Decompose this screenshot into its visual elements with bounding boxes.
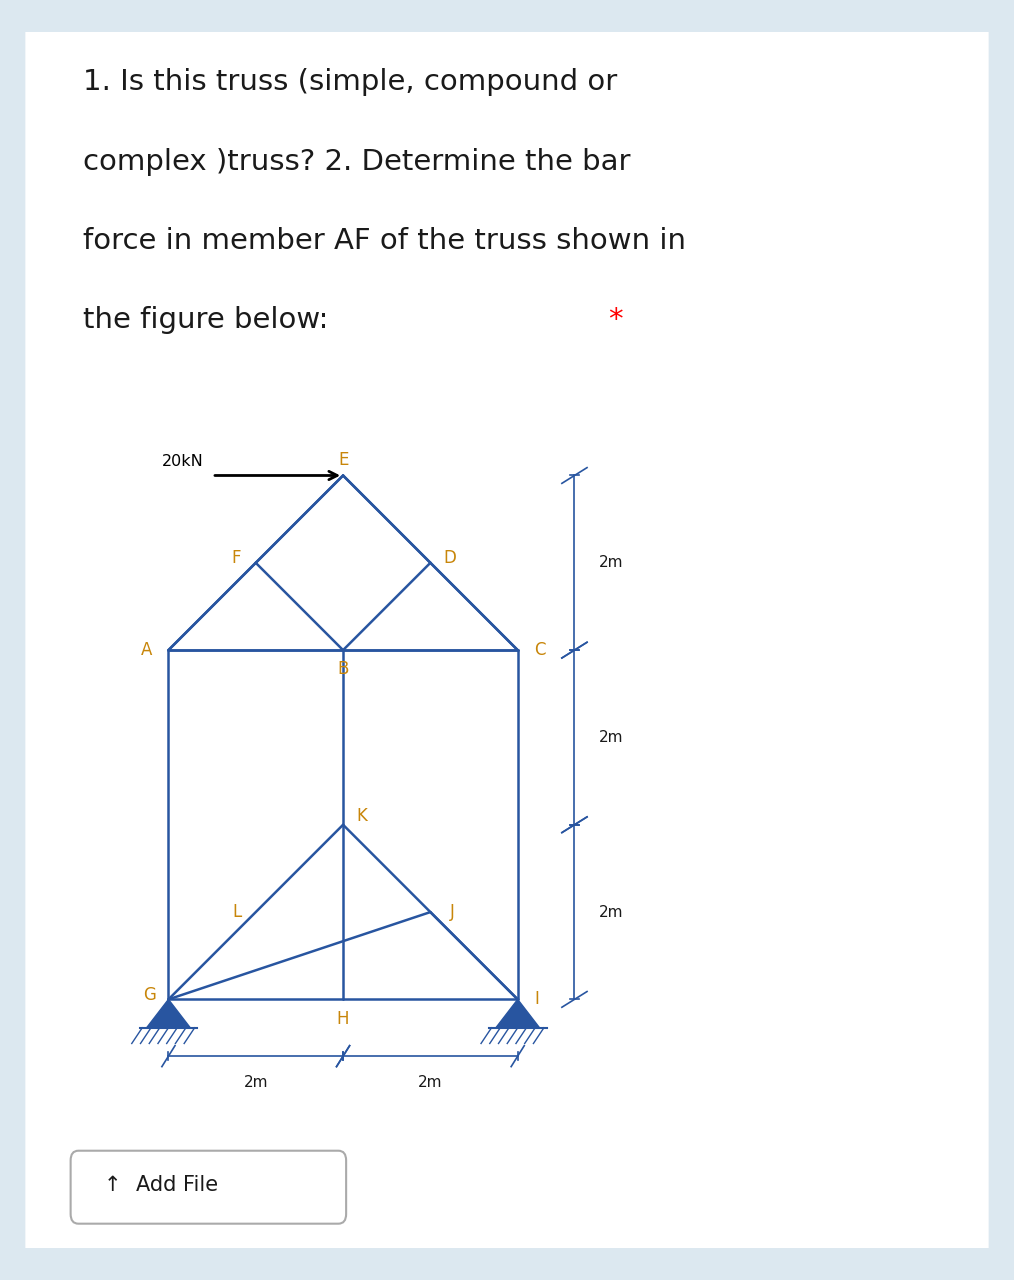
Text: 2m: 2m [418,1075,443,1091]
FancyBboxPatch shape [71,1151,346,1224]
Text: ↑: ↑ [103,1175,121,1194]
Text: the figure below:: the figure below: [83,306,338,334]
Text: A: A [141,641,152,659]
Text: 2m: 2m [599,556,624,571]
Polygon shape [147,1000,191,1028]
Text: C: C [533,641,546,659]
Text: J: J [450,904,454,922]
Text: 2m: 2m [243,1075,268,1091]
Text: E: E [338,451,348,468]
Text: complex )truss? 2. Determine the bar: complex )truss? 2. Determine the bar [83,147,631,175]
Polygon shape [496,1000,539,1028]
Text: F: F [232,549,241,567]
Text: 1. Is this truss (simple, compound or: 1. Is this truss (simple, compound or [83,68,618,96]
FancyBboxPatch shape [25,32,989,1248]
Text: force in member AF of the truss shown in: force in member AF of the truss shown in [83,227,686,255]
Text: G: G [143,986,156,1004]
Text: 2m: 2m [599,730,624,745]
Text: Add File: Add File [136,1175,218,1194]
Text: 20kN: 20kN [161,453,204,468]
Text: *: * [608,306,623,334]
Text: L: L [232,904,241,922]
Text: B: B [338,660,349,678]
Text: K: K [357,806,368,826]
Text: D: D [443,549,456,567]
Text: 2m: 2m [599,905,624,919]
Text: I: I [534,991,539,1009]
Text: H: H [337,1010,349,1028]
